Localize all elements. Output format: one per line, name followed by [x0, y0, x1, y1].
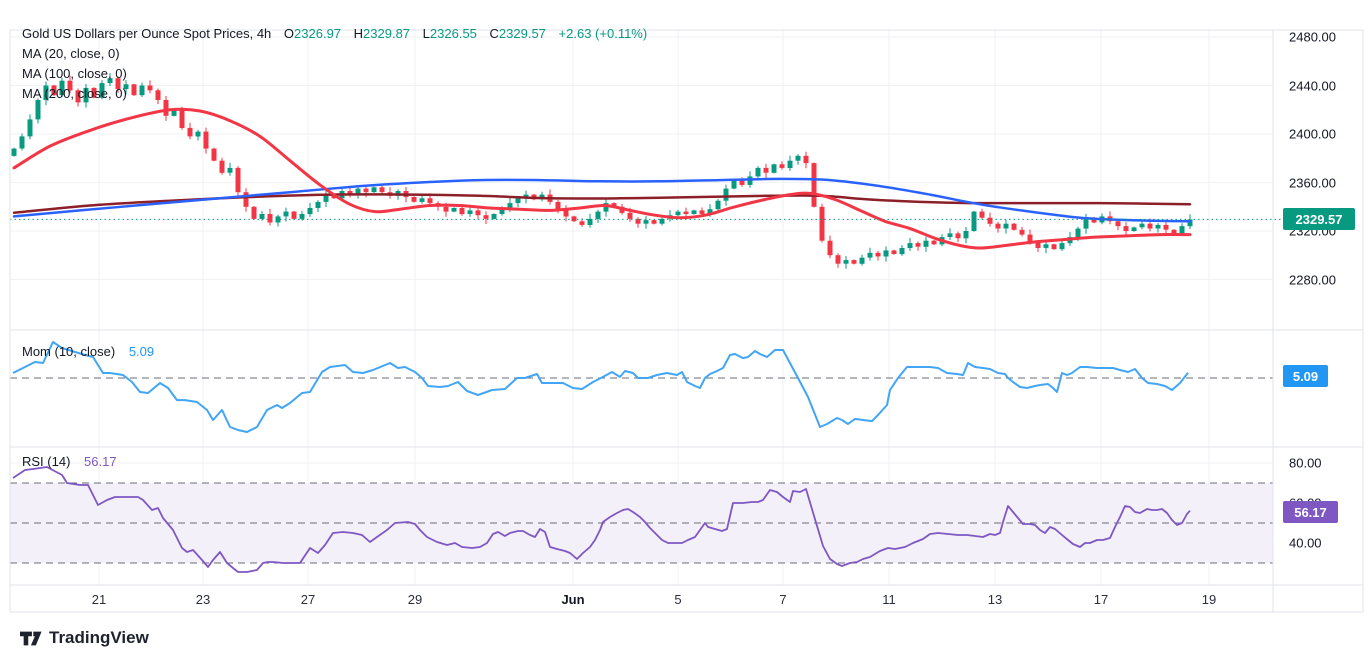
tradingview-logo-icon: [20, 631, 42, 645]
high-key: H: [353, 26, 364, 41]
open-value: 2326.97: [294, 26, 342, 41]
change-value: +2.63 (+0.11%): [558, 26, 648, 41]
price-axis-label: 2440.00: [1289, 78, 1336, 93]
symbol-title: Gold US Dollars per Ounce Spot Prices, 4…: [22, 26, 272, 41]
tradingview-attribution[interactable]: TradingView: [20, 628, 149, 648]
ma200-legend[interactable]: MA (200, close, 0): [22, 86, 127, 101]
time-axis-label: 7: [779, 592, 787, 607]
rsi-axis-label: 40.00: [1289, 535, 1322, 551]
time-axis-label: 11: [882, 592, 896, 607]
symbol-legend[interactable]: Gold US Dollars per Ounce Spot Prices, 4…: [22, 26, 647, 41]
ma20-legend[interactable]: MA (20, close, 0): [22, 46, 120, 61]
time-axis-label: 19: [1201, 592, 1217, 607]
rsi-legend[interactable]: RSI (14) 56.17: [22, 454, 117, 469]
price-axis-label: 2280.00: [1289, 272, 1336, 287]
tradingview-attribution-text: TradingView: [49, 628, 149, 647]
time-axis-label: 23: [195, 592, 211, 607]
price-axis-label: 2400.00: [1289, 126, 1336, 142]
ma100-label: MA (100, close, 0): [22, 66, 127, 81]
momentum-value: 5.09: [128, 344, 155, 359]
time-axis-label: 27: [300, 592, 316, 607]
ma100-legend[interactable]: MA (100, close, 0): [22, 66, 127, 81]
time-axis-label: 17: [1093, 592, 1109, 607]
last-price-badge: 2329.57: [1283, 208, 1355, 230]
price-axis-label: 2480.00: [1289, 29, 1336, 45]
price-axis-label: 2360.00: [1289, 175, 1336, 190]
time-axis-label: 5: [674, 592, 682, 607]
time-axis-label: 21: [91, 592, 107, 607]
time-axis-label: 29: [407, 592, 423, 607]
low-value: 2326.55: [429, 26, 477, 41]
rsi-value: 56.17: [84, 454, 117, 469]
rsi-axis-label: 80.00: [1289, 455, 1322, 471]
ma200-label: MA (200, close, 0): [22, 86, 127, 101]
momentum-value-badge: 5.09: [1283, 365, 1328, 387]
low-key: L: [422, 26, 430, 41]
ma20-label: MA (20, close, 0): [22, 46, 120, 61]
rsi-value-badge: 56.17: [1283, 501, 1338, 523]
rsi-label: RSI (14): [22, 454, 71, 469]
close-value: 2329.57: [498, 26, 546, 41]
high-value: 2329.87: [363, 26, 411, 41]
close-key: C: [489, 26, 499, 41]
time-axis-label: Jun: [561, 592, 585, 607]
momentum-label: Mom (10, close): [22, 344, 116, 359]
open-key: O: [283, 26, 295, 41]
momentum-legend[interactable]: Mom (10, close) 5.09: [22, 344, 154, 359]
time-axis-label: 13: [987, 592, 1003, 607]
